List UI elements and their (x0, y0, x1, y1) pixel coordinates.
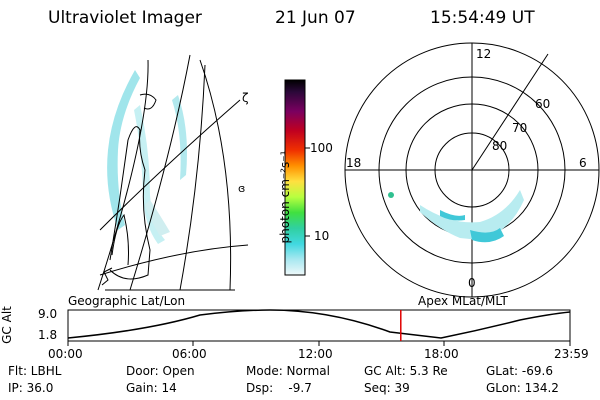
altitude-ytick-high: 9.0 (38, 307, 58, 321)
geographic-map (97, 54, 249, 291)
colorbar-tick-100: 100 (310, 141, 333, 155)
map-glyph-2: ɞ (238, 182, 245, 195)
polar-lat-60: 60 (535, 97, 551, 111)
apex-map-label: Apex MLat/MLT (418, 294, 508, 308)
info-filter: Flt: LBHL (8, 364, 62, 378)
xtick-0000: 00:00 (48, 347, 83, 361)
aurora-patch (145, 200, 170, 236)
xtick-0600: 06:00 (172, 347, 207, 361)
aurora-arc-mid (134, 105, 165, 244)
info-gc-alt: GC Alt: 5.3 Re (364, 364, 448, 378)
info-glat: GLat: -69.6 (486, 364, 553, 378)
geo-map-label: Geographic Lat/Lon (68, 294, 186, 308)
altitude-ytick-low: 1.8 (38, 328, 58, 342)
altitude-plot (67, 309, 571, 346)
info-glon: GLon: 134.2 (486, 381, 559, 395)
info-mode: Mode: Normal (246, 364, 330, 378)
xtick-1200: 12:00 (298, 347, 333, 361)
altitude-curve (67, 309, 571, 339)
date-label: 21 Jun 07 (275, 8, 356, 28)
info-gain: Gain: 14 (126, 381, 177, 395)
xtick-1800: 18:00 (424, 347, 459, 361)
polar-lat-70: 70 (512, 121, 528, 135)
time-label: 15:54:49 UT (430, 8, 535, 28)
map-glyph-1: ζ (242, 91, 249, 105)
colorbar (284, 79, 306, 276)
aurora-arc-east (172, 95, 187, 180)
colorbar-label: photon cm⁻²s⁻¹ (278, 150, 292, 244)
info-seq: Seq: 39 (364, 381, 410, 395)
altitude-ylabel: GC Alt (0, 306, 14, 344)
polar-label-12: 12 (476, 47, 492, 61)
info-ip: IP: 36.0 (8, 381, 54, 395)
info-door: Door: Open (126, 364, 195, 378)
info-dsp: Dsp: -9.7 (246, 381, 312, 395)
polar-plot (344, 42, 600, 298)
instrument-title: Ultraviolet Imager (48, 8, 202, 28)
polar-label-18: 18 (346, 156, 362, 170)
polar-lat-80: 80 (492, 139, 508, 153)
polar-label-0: 0 (468, 276, 476, 290)
colorbar-tick-10: 10 (314, 229, 330, 243)
polar-aurora (420, 190, 524, 240)
polar-label-6: 6 (579, 156, 587, 170)
aurora-arc-west (107, 70, 140, 230)
xtick-2359: 23:59 (554, 347, 589, 361)
